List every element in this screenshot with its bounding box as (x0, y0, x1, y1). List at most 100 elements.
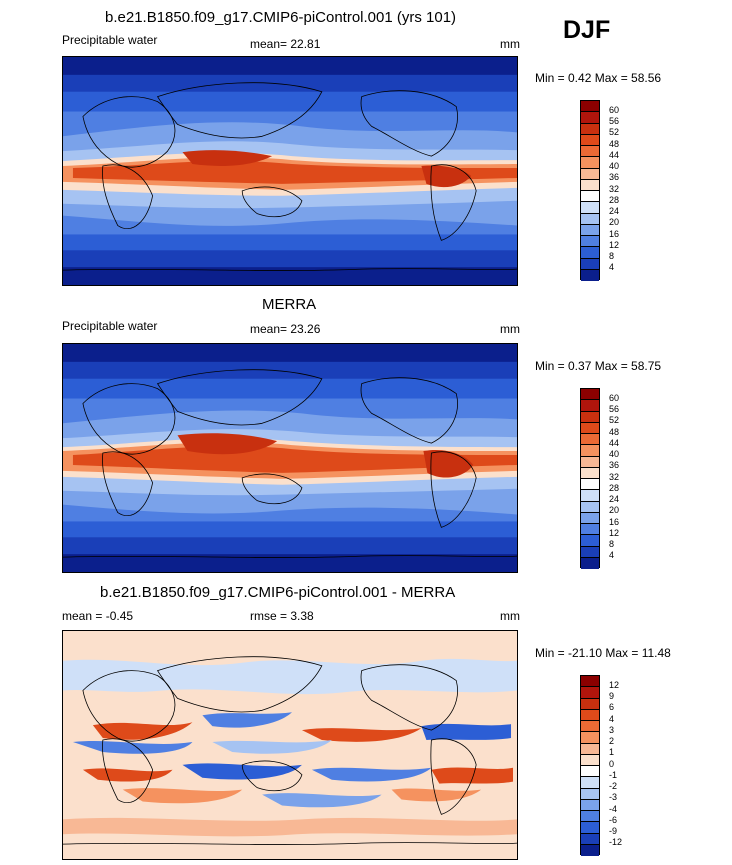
panel-1-title: b.e21.B1850.f09_g17.CMIP6-piControl.001 … (105, 9, 457, 26)
panel-1-colorbar-tick: 24 (609, 206, 620, 216)
panel-1-units-label: mm (500, 37, 520, 51)
panel-2-colorbar-swatch (581, 434, 599, 446)
panel-3-colorbar-tick: 12 (609, 680, 620, 690)
panel-3-rmse-label: rmse = 3.38 (250, 609, 314, 623)
panel-1-colorbar-swatch (581, 236, 599, 248)
panel-3-colorbar-tick: -2 (609, 781, 618, 791)
panel-3-colorbar-swatch (581, 732, 599, 744)
panel-1-colorbar-swatch (581, 202, 599, 214)
panel-1-map (62, 56, 518, 286)
panel-2-colorbar-tick: 40 (609, 449, 620, 459)
panel-2-colorbar-swatch (581, 501, 599, 513)
panel-1-colorbar-swatch (581, 146, 599, 158)
panel-3-colorbar-tick: -6 (609, 815, 618, 825)
panel-1-colorbar-swatch (581, 134, 599, 146)
panel-1-map-svg (63, 57, 517, 285)
panel-1-colorbar-swatch (581, 157, 599, 169)
panel-1-colorbar-tick: 36 (609, 172, 620, 182)
panel-3-colorbar-swatch (581, 799, 599, 811)
season-label: DJF (563, 16, 611, 44)
panel-2-colorbar-swatch (581, 400, 599, 412)
panel-2-colorbar-tick: 44 (609, 438, 620, 448)
panel-3-colorbar-tick: -1 (609, 770, 618, 780)
panel-2-colorbar-tick: 56 (609, 404, 620, 414)
panel-1-colorbar (580, 100, 600, 281)
panel-2-colorbar-swatch (581, 422, 599, 434)
panel-3-colorbar-tick: 1 (609, 747, 615, 757)
panel-3-map-svg (63, 631, 517, 859)
panel-3-colorbar-tick: -4 (609, 804, 618, 814)
panel-1-colorbar-tick: 12 (609, 240, 620, 250)
panel-2-variable-label: Precipitable water (62, 319, 158, 333)
panel-2-title: MERRA (262, 296, 317, 313)
panel-2-colorbar-tick: 32 (609, 472, 620, 482)
panel-3-colorbar-swatch (581, 822, 599, 834)
panel-3-colorbar-tick: 0 (609, 759, 615, 769)
panel-1-colorbar-swatch (581, 191, 599, 203)
panel-1-colorbar-swatch (581, 224, 599, 236)
panel-2-colorbar-tick: 24 (609, 494, 620, 504)
panel-1-colorbar-swatch (581, 179, 599, 191)
panel-2-colorbar-swatch (581, 490, 599, 502)
panel-2-colorbar-tick: 48 (609, 427, 620, 437)
panel-2-colorbar-swatch (581, 535, 599, 547)
panel-1-colorbar-tick: 32 (609, 184, 620, 194)
panel-2-colorbar-swatch (581, 445, 599, 457)
panel-1-colorbar-swatch (581, 213, 599, 225)
panel-1-colorbar-tick: 28 (609, 195, 620, 205)
panel-2-colorbar-swatch (581, 557, 599, 569)
panel-2-map (62, 343, 518, 573)
panel-2-colorbar-swatch (581, 512, 599, 524)
panel-1-colorbar-swatch (581, 112, 599, 124)
panel-3-colorbar-swatch (581, 676, 599, 688)
panel-3-colorbar-swatch (581, 833, 599, 845)
panel-2-colorbar-tick: 36 (609, 460, 620, 470)
panel-2-colorbar-tick: 16 (609, 517, 620, 527)
panel-3-colorbar-swatch (581, 788, 599, 800)
panel-1-variable-label: Precipitable water (62, 33, 158, 47)
panel-2-colorbar-tick: 4 (609, 550, 615, 560)
panel-3-mean-label: mean = -0.45 (62, 609, 134, 623)
panel-3-colorbar-swatch (581, 698, 599, 710)
panel-1-colorbar-tick: 4 (609, 262, 615, 272)
panel-2-colorbar-swatch (581, 456, 599, 468)
panel-1-colorbar-tick: 16 (609, 229, 620, 239)
panel-2-colorbar-swatch (581, 524, 599, 536)
panel-2-colorbar-swatch (581, 467, 599, 479)
panel-1-colorbar-swatch (581, 123, 599, 135)
panel-1-colorbar-tick: 52 (609, 127, 620, 137)
panel-3-title: b.e21.B1850.f09_g17.CMIP6-piControl.001 … (100, 584, 456, 601)
panel-3-minmax-label: Min = -21.10 Max = 11.48 (535, 646, 671, 660)
panel-2-colorbar-tick: 8 (609, 539, 615, 549)
panel-2-minmax-label: Min = 0.37 Max = 58.75 (535, 359, 662, 373)
panel-3-colorbar-swatch (581, 766, 599, 778)
panel-3-colorbar-swatch (581, 811, 599, 823)
panel-3-colorbar-tick: -3 (609, 792, 618, 802)
panel-2-units-label: mm (500, 322, 520, 336)
panel-2-colorbar-swatch (581, 546, 599, 558)
panel-3-colorbar-tick: -12 (609, 837, 623, 847)
panel-3-colorbar-tick: -9 (609, 826, 618, 836)
panel-2-colorbar-swatch (581, 389, 599, 401)
panel-1-colorbar-tick: 44 (609, 150, 620, 160)
panel-1-colorbar-tick: 60 (609, 105, 620, 115)
panel-2-colorbar (580, 388, 600, 569)
panel-3-colorbar-tick: 3 (609, 725, 615, 735)
panel-3-colorbar-swatch (581, 709, 599, 721)
panel-3-colorbar-swatch (581, 687, 599, 699)
panel-2-mean-label: mean= 23.26 (250, 322, 321, 336)
panel-2-colorbar-tick: 28 (609, 483, 620, 493)
panel-2-colorbar-tick: 60 (609, 393, 620, 403)
panel-1-colorbar-swatch (581, 269, 599, 281)
panel-1-colorbar-tick: 40 (609, 161, 620, 171)
panel-2-colorbar-tick: 12 (609, 528, 620, 538)
panel-1-colorbar-tick: 48 (609, 139, 620, 149)
panel-3-colorbar-tick: 2 (609, 736, 615, 746)
panel-1-colorbar-tick: 56 (609, 116, 620, 126)
panel-1-colorbar-swatch (581, 101, 599, 113)
panel-3-colorbar-swatch (581, 844, 599, 856)
panel-3-units-label: mm (500, 609, 520, 623)
panel-3-colorbar (580, 675, 600, 856)
panel-1-colorbar-swatch (581, 168, 599, 180)
panel-1-colorbar-tick: 8 (609, 251, 615, 261)
